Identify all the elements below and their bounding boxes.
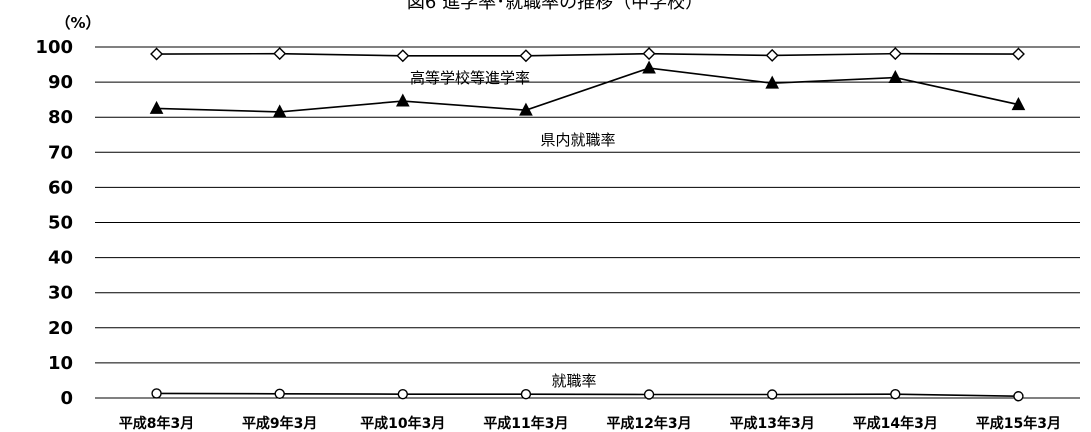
x-tick-label: 平成8年3月 xyxy=(119,415,194,432)
data-point xyxy=(888,69,903,84)
y-tick-label: 100 xyxy=(35,37,73,58)
y-axis-unit: （%） xyxy=(55,14,100,32)
data-point xyxy=(520,388,532,400)
x-tick-label: 平成13年3月 xyxy=(730,415,815,432)
series-1 xyxy=(149,60,1026,118)
series-0 xyxy=(150,47,1025,63)
data-point xyxy=(890,388,901,400)
y-tick-label: 90 xyxy=(48,72,73,93)
y-tick-label: 80 xyxy=(48,107,73,128)
data-point xyxy=(766,389,778,400)
data-point xyxy=(642,47,656,61)
series xyxy=(149,47,1026,402)
series-label: 就職率 xyxy=(551,372,596,390)
series-label: 高等学校等進学率 xyxy=(410,69,530,87)
y-tick-label: 70 xyxy=(48,142,73,163)
data-point xyxy=(519,49,533,63)
series-line xyxy=(156,67,1019,113)
y-tick-label: 50 xyxy=(48,213,73,234)
series-2 xyxy=(151,388,1024,402)
data-point xyxy=(395,93,410,107)
data-point xyxy=(150,47,164,61)
data-point xyxy=(642,60,656,74)
data-point xyxy=(274,388,285,399)
grid xyxy=(95,46,1080,399)
data-point xyxy=(397,388,409,400)
data-point xyxy=(272,104,287,118)
series-line xyxy=(156,392,1019,398)
x-tick-label: 平成15年3月 xyxy=(976,415,1061,432)
y-axis-ticks: 0 10 20 30 40 50 60 70 80 90 100 xyxy=(35,37,73,409)
x-tick-label: 平成9年3月 xyxy=(242,415,317,432)
data-point xyxy=(765,48,779,62)
y-tick-label: 40 xyxy=(48,248,73,269)
x-tick-label: 平成14年3月 xyxy=(853,415,938,432)
data-point xyxy=(1011,96,1026,111)
chart-title: 図6 進学率･就職率の推移（中学校） xyxy=(407,0,703,13)
y-tick-label: 10 xyxy=(48,353,73,374)
series-line xyxy=(156,52,1019,57)
data-point xyxy=(643,389,655,400)
x-tick-label: 平成11年3月 xyxy=(483,415,568,432)
data-point xyxy=(888,47,902,61)
y-tick-label: 20 xyxy=(48,318,73,339)
x-tick-label: 平成10年3月 xyxy=(360,415,445,432)
data-point xyxy=(519,102,533,116)
series-label: 県内就職率 xyxy=(540,131,615,149)
y-tick-label: 30 xyxy=(48,283,73,304)
data-point xyxy=(1011,47,1025,61)
data-point xyxy=(765,75,780,89)
data-point xyxy=(151,388,162,399)
data-point xyxy=(273,47,287,61)
y-tick-label: 0 xyxy=(60,388,73,409)
data-point xyxy=(396,49,410,63)
x-axis-ticks: 平成8年3月 平成9年3月 平成10年3月 平成11年3月 平成12年3月 平成13年3月… xyxy=(119,415,1061,432)
data-point xyxy=(149,100,164,114)
y-tick-label: 60 xyxy=(48,177,73,198)
x-tick-label: 平成12年3月 xyxy=(606,415,691,432)
data-point xyxy=(1013,391,1024,402)
